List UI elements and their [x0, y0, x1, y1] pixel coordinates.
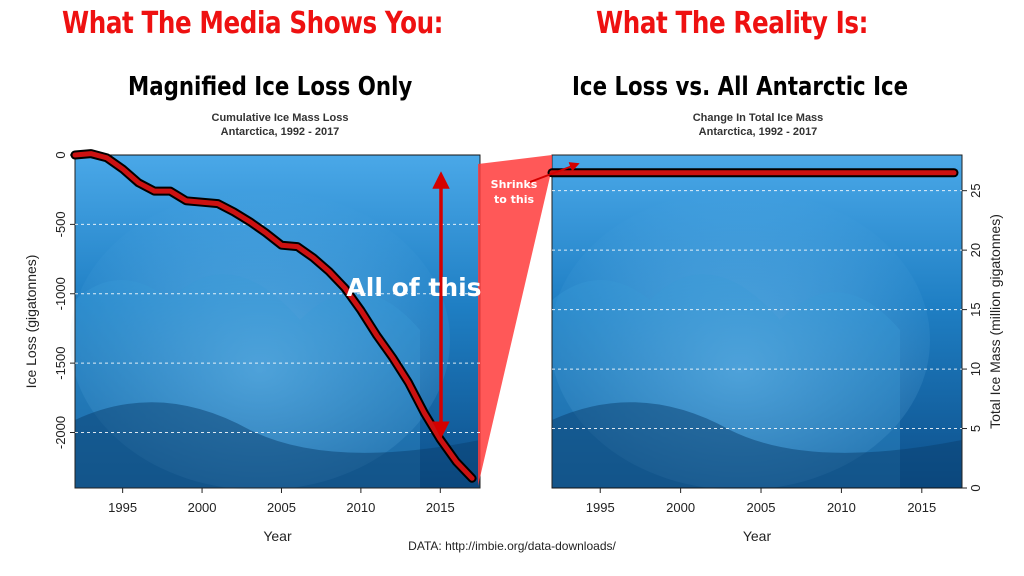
right-chart-subtitle: Antarctica, 1992 - 2017 [698, 126, 818, 138]
left-ytick-label: -1500 [53, 347, 68, 380]
right-plot-area [550, 154, 963, 490]
right-ytick-label: 15 [968, 302, 983, 316]
left-ytick-label: 0 [53, 151, 68, 158]
left-xtick-label: 2015 [426, 500, 455, 515]
right-xtick-label: 1995 [586, 500, 615, 515]
right-xtick-label: 2000 [666, 500, 695, 515]
left-headline: What The Media Shows You: [62, 6, 444, 41]
left-chart-title: Cumulative Ice Mass Loss Antarctica, 199… [150, 111, 410, 139]
right-ytick-label: 0 [968, 484, 983, 491]
right-headline: What The Reality Is: [596, 6, 869, 41]
left-chart-subtitle: Antarctica, 1992 - 2017 [220, 126, 340, 138]
left-ytick-label: -500 [53, 211, 68, 237]
right-chart-title-text: Change In Total Ice Mass [692, 112, 824, 124]
right-xtick-label: 2015 [907, 500, 936, 515]
right-xtick-label: 2010 [827, 500, 856, 515]
shrinks-label-line2: to this [494, 193, 535, 206]
left-ytick-label: -2000 [53, 416, 68, 449]
left-subheading: Magnified Ice Loss Only [128, 72, 413, 102]
left-chart-title-text: Cumulative Ice Mass Loss [211, 112, 349, 124]
right-subheading: Ice Loss vs. All Antarctic Ice [572, 72, 909, 102]
left-series-line [72, 151, 475, 481]
right-xaxis-label: Year [743, 528, 772, 544]
right-ytick-label: 5 [968, 425, 983, 432]
left-xtick-label: 2005 [267, 500, 296, 515]
right-chart: 0 5 10 15 20 25 1995 2000 2005 2010 2015 Year Total … [547, 168, 1003, 544]
all-of-this-label: All of this [346, 273, 481, 302]
shrinks-label-line1: Shrinks [491, 178, 538, 191]
left-plot-area [70, 154, 481, 490]
right-ytick-label: 10 [968, 362, 983, 376]
left-chart: 0 -500 -1000 -1500 -2000 1995 2000 2005 2010 2015… [23, 149, 480, 544]
data-source: DATA: http://imbie.org/data-downloads/ [408, 539, 616, 553]
left-xtick-label: 2010 [346, 500, 375, 515]
right-yaxis-label: Total Ice Mass (million gigatonnes) [987, 214, 1003, 429]
right-chart-title: Change In Total Ice Mass Antarctica, 199… [628, 111, 888, 139]
shrinks-pointer [529, 162, 580, 183]
left-yaxis-label: Ice Loss (gigatonnes) [23, 255, 39, 389]
right-ytick-label: 25 [968, 183, 983, 197]
right-xtick-label: 2005 [747, 500, 776, 515]
left-xtick-label: 2000 [188, 500, 217, 515]
right-ytick-label: 20 [968, 243, 983, 257]
left-xtick-label: 1995 [108, 500, 137, 515]
shrink-funnel [478, 155, 552, 486]
left-xaxis-label: Year [263, 528, 292, 544]
left-ytick-label: -1000 [53, 277, 68, 310]
